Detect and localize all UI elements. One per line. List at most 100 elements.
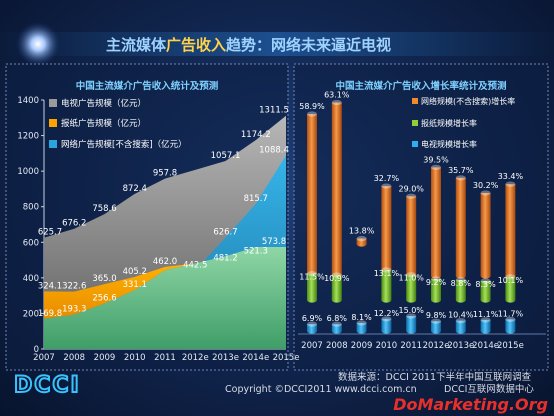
data-label: 8.1%: [351, 313, 372, 322]
data-label: 13.1%: [374, 269, 400, 278]
growth-bar-tv-top: [381, 316, 392, 322]
green-area: [44, 246, 286, 349]
data-label: 676.2: [62, 219, 86, 229]
data-label: 58.9%: [299, 102, 325, 111]
data-label: 815.7: [244, 194, 268, 204]
right-chart-title: 中国主流媒介广告收入增长率统计及预测: [335, 80, 507, 92]
legend-label: 电视规模增长率: [421, 139, 477, 149]
x-tick-label: 2007: [33, 353, 55, 363]
y-tick-label: 1200: [17, 132, 39, 142]
growth-bar-internet-base: [431, 273, 441, 279]
legend-label: 网络规模(不含搜索)增长率: [421, 96, 515, 106]
growth-bar-tv: [455, 318, 466, 334]
growth-bar-newspaper: [480, 278, 491, 303]
footer-source: 数据来源：DCCI 2011下半年中国互联网调查: [338, 371, 532, 383]
x-tick-label: 2013e: [447, 341, 474, 351]
growth-bar-tv: [505, 316, 516, 334]
data-label: 462.0: [153, 257, 177, 267]
x-tick-label: 2015e: [497, 341, 524, 351]
x-tick-label: 2012e: [182, 353, 209, 363]
growth-bar-internet: [455, 175, 466, 279]
left-area-chart: 0 200 400 600 800 1000 1200 1400 2007 2008 2009 201…: [17, 96, 299, 363]
watermark: DoMarketing.Org: [393, 395, 548, 414]
growth-bar-newspaper-base: [381, 297, 392, 303]
growth-bar-tv-top: [307, 321, 317, 327]
growth-bar-newspaper-body: [381, 269, 392, 300]
growth-bar-internet-body: [307, 114, 317, 277]
growth-bar-newspaper-body: [455, 279, 466, 300]
growth-bar-internet-top: [480, 190, 491, 196]
growth-bar-newspaper-body: [406, 274, 417, 300]
legend-label: 报纸规模增长率: [421, 118, 477, 128]
growth-bar-internet-top: [505, 181, 516, 187]
data-label: 13.8%: [349, 226, 375, 235]
legend-swatch: [412, 98, 418, 104]
data-label: 1088.4: [259, 145, 289, 155]
growth-bar-tv-body: [480, 319, 491, 331]
growth-bar-newspaper-top: [480, 278, 491, 284]
legend-swatch: [49, 99, 57, 107]
growth-bar-tv-base: [331, 328, 342, 334]
growth-bar-internet-top: [356, 235, 367, 242]
data-label: 957.8: [153, 169, 177, 179]
data-label: 1057.1: [211, 151, 241, 161]
y-tick-label: 1400: [17, 96, 39, 106]
data-label: 365.0: [92, 274, 116, 284]
growth-bar-newspaper: [381, 267, 392, 303]
growth-bar-tv: [406, 313, 417, 334]
growth-bar-newspaper-top: [431, 276, 441, 282]
data-label: 12.2%: [374, 309, 400, 318]
data-label: 10.4%: [448, 311, 474, 320]
growth-bar-tv-top: [406, 313, 417, 319]
data-label: 626.7: [213, 228, 237, 238]
growth-bar-tv-base: [406, 328, 417, 334]
growth-bar-newspaper-top: [406, 272, 417, 278]
data-label: 324.1: [38, 281, 62, 291]
growth-bar-internet-body: [455, 177, 466, 276]
legend-swatch: [412, 141, 418, 147]
data-label: 10.9%: [324, 274, 350, 283]
left-chart-title: 中国主流媒介广告收入统计及预测: [76, 80, 219, 92]
growth-bar-newspaper-top: [455, 277, 466, 283]
slide-title-part-3: 趋势：网络未来逼近电视: [226, 36, 391, 54]
growth-bar-newspaper: [331, 272, 342, 303]
growth-bar-tv-body: [381, 318, 392, 331]
data-label: 331.1: [123, 280, 147, 290]
growth-bar-tv-base: [431, 328, 441, 334]
x-tick-label: 2007: [301, 341, 323, 351]
growth-bar-newspaper: [307, 270, 317, 303]
legend-swatch: [49, 140, 57, 148]
growth-bar-internet: [356, 235, 367, 247]
growth-bar-newspaper-body: [431, 278, 441, 300]
data-label: 9.2%: [426, 278, 447, 287]
growth-bar-tv-top: [331, 321, 342, 327]
growth-bar-newspaper-top: [381, 267, 392, 273]
legend-swatch: [412, 120, 418, 126]
x-tick-label: 2009: [94, 353, 116, 363]
growth-bar-newspaper-base: [480, 297, 491, 303]
data-label: 322.6: [62, 282, 86, 292]
growth-bar-internet-body: [381, 186, 392, 274]
data-label: 256.6: [92, 293, 116, 303]
data-label: 442.5: [183, 260, 207, 270]
y-tick-label: 600: [23, 238, 39, 248]
growth-bar-internet-body: [431, 167, 441, 276]
growth-bar-tv-top: [431, 318, 441, 324]
x-tick-label: 2012e: [423, 341, 450, 351]
x-tick-label: 2011: [400, 341, 422, 351]
growth-bar-tv-body: [331, 324, 342, 331]
data-label: 6.8%: [327, 314, 348, 323]
y-tick-label: 800: [23, 203, 39, 213]
growth-bar-internet: [331, 99, 342, 279]
data-label: 9.8%: [426, 311, 447, 320]
growth-bar-internet-base: [480, 273, 491, 279]
growth-bar-newspaper: [455, 277, 466, 303]
x-tick-label: 2008: [63, 353, 85, 363]
growth-bar-internet: [381, 183, 392, 277]
data-label: 1174.2: [241, 130, 271, 140]
dcci-logo: DCCI: [13, 372, 80, 399]
data-label: 35.7%: [448, 166, 474, 175]
growth-bar-tv: [356, 320, 367, 334]
